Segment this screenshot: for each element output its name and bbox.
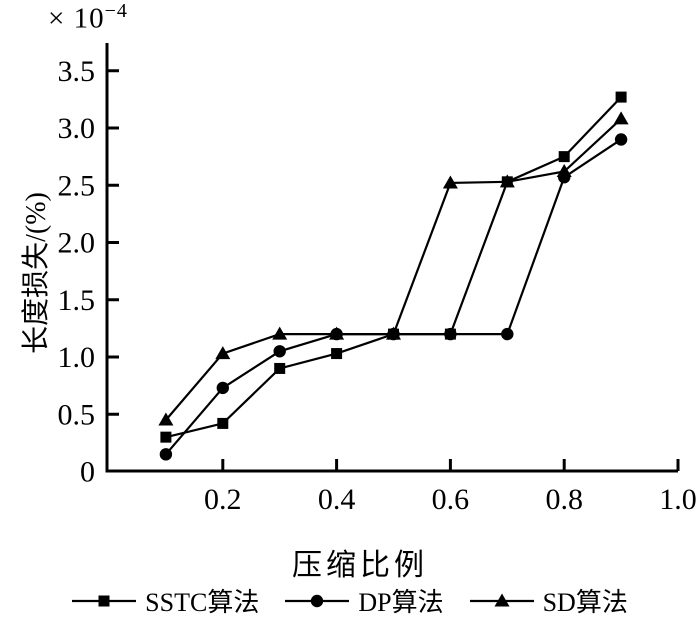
series-sd-marker [272,326,288,340]
series-sstc-marker [615,91,627,103]
legend-circle-marker-icon [285,594,350,607]
x-tick-label: 0.6 [432,483,470,516]
series-sd-marker [556,164,572,178]
legend-item-sstc: SSTC算法 [72,582,259,619]
series-sd-marker [613,111,629,125]
series-sstc-marker [331,348,343,360]
series-sd-marker [499,174,515,188]
legend-triangle-marker-icon [469,593,534,606]
legend-sstc-marker [98,595,110,606]
legend-square-marker-icon [72,595,137,606]
y-tick-label: 2.0 [58,227,96,260]
x-axis-title: 压缩比例 [292,549,428,582]
legend-label-dp: DP算法 [358,588,444,617]
legend: SSTC算法 DP算法 SD算法 [0,582,700,619]
series-sd-line [165,118,622,421]
y-axis-multiplier-label: × 10−4 [48,0,128,36]
x-tick-label: 1.0 [659,483,697,516]
legend-label-sd: SD算法 [542,588,628,617]
series-dp-line [165,138,622,456]
series-sd-marker [386,326,401,340]
legend-label-sstc: SSTC算法 [145,588,260,617]
series-sstc-marker [444,328,456,340]
series-sstc-marker [160,431,172,443]
series-sd-marker [442,175,458,189]
plot-area: 0 0.5 1.0 1.5 2.0 2.5 3.0 3.5 0.2 0.4 0.6 0.8 1.0 [58,43,697,516]
series-sd-marker [215,346,231,360]
y-tick-label: 1.5 [58,284,96,317]
x-tick-label: 0.8 [545,483,583,516]
series-sstc-marker [558,151,570,163]
y-tick-label: 2.5 [58,169,96,202]
series-dp-marker [614,133,628,146]
series-sstc-marker [217,417,229,429]
legend-item-dp: DP算法 [285,582,444,619]
x-tick-label: 0.2 [204,483,242,516]
series-dp-marker [159,448,173,461]
y-tick-label: 3.0 [58,112,96,145]
series-sd-marker [158,412,174,426]
series-dp-marker [501,327,514,341]
series-dp-marker [216,381,229,395]
y-tick-label: 3.5 [58,55,96,88]
y-tick-label: 0.5 [58,398,96,431]
legend-item-sd: SD算法 [469,582,628,619]
series-sstc-line [165,96,622,439]
multiplier-exponent: −4 [104,0,128,22]
x-tick-label: 0.4 [318,483,356,516]
legend-sd-marker [494,593,510,606]
series-sstc-marker [274,362,286,374]
legend-dp-marker [311,594,324,607]
axis-lines [105,43,678,473]
multiplier-base: × 10 [48,2,105,35]
series-sd-marker [329,326,345,340]
y-tick-label: 1.0 [58,341,96,374]
y-tick-label: 0 [80,456,95,489]
series-dp-marker [273,345,286,358]
